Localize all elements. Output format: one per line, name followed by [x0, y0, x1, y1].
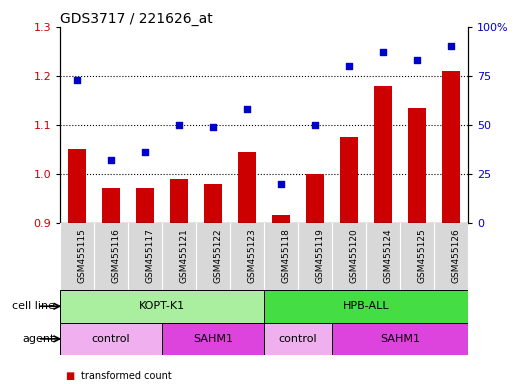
Text: SAHM1: SAHM1 — [193, 334, 233, 344]
Text: GSM455118: GSM455118 — [281, 228, 290, 283]
Bar — [306, 174, 324, 223]
Text: GSM455119: GSM455119 — [315, 228, 324, 283]
Point — [345, 63, 354, 69]
Point — [277, 180, 286, 187]
Text: SAHM1: SAHM1 — [380, 334, 420, 344]
Text: GSM455115: GSM455115 — [77, 228, 86, 283]
Point — [447, 43, 456, 50]
Bar — [264, 323, 332, 355]
Text: control: control — [92, 334, 130, 344]
Text: HPB-ALL: HPB-ALL — [343, 301, 390, 311]
Text: cell line: cell line — [12, 301, 55, 311]
Text: KOPT-K1: KOPT-K1 — [139, 301, 185, 311]
Text: GSM455120: GSM455120 — [349, 228, 358, 283]
Text: GDS3717 / 221626_at: GDS3717 / 221626_at — [60, 12, 213, 26]
Point — [413, 57, 422, 63]
Bar — [272, 215, 290, 223]
Point — [73, 77, 82, 83]
Bar — [162, 323, 264, 355]
Bar — [408, 108, 426, 223]
Point — [209, 124, 218, 130]
Text: control: control — [279, 334, 317, 344]
Point — [107, 157, 116, 163]
Point — [311, 122, 320, 128]
Point — [141, 149, 150, 155]
Bar — [60, 323, 162, 355]
Bar — [340, 137, 358, 223]
Text: GSM455125: GSM455125 — [417, 228, 426, 283]
Text: agent: agent — [22, 334, 55, 344]
Point — [379, 49, 388, 55]
Bar — [60, 290, 264, 323]
Text: GSM455122: GSM455122 — [213, 228, 222, 283]
Bar — [264, 290, 468, 323]
Text: ■: ■ — [65, 371, 75, 381]
Bar — [238, 152, 256, 223]
Bar — [68, 149, 86, 223]
Text: transformed count: transformed count — [81, 371, 172, 381]
Bar — [170, 179, 188, 223]
Text: GSM455116: GSM455116 — [111, 228, 120, 283]
Point — [175, 122, 184, 128]
Text: GSM455117: GSM455117 — [145, 228, 154, 283]
Bar — [102, 189, 120, 223]
Point — [243, 106, 252, 112]
Text: GSM455126: GSM455126 — [451, 228, 460, 283]
Bar — [204, 184, 222, 223]
Bar — [374, 86, 392, 223]
Text: GSM455123: GSM455123 — [247, 228, 256, 283]
Bar — [136, 189, 154, 223]
Bar — [332, 323, 468, 355]
Text: GSM455124: GSM455124 — [383, 228, 392, 283]
Text: GSM455121: GSM455121 — [179, 228, 188, 283]
Bar — [442, 71, 460, 223]
